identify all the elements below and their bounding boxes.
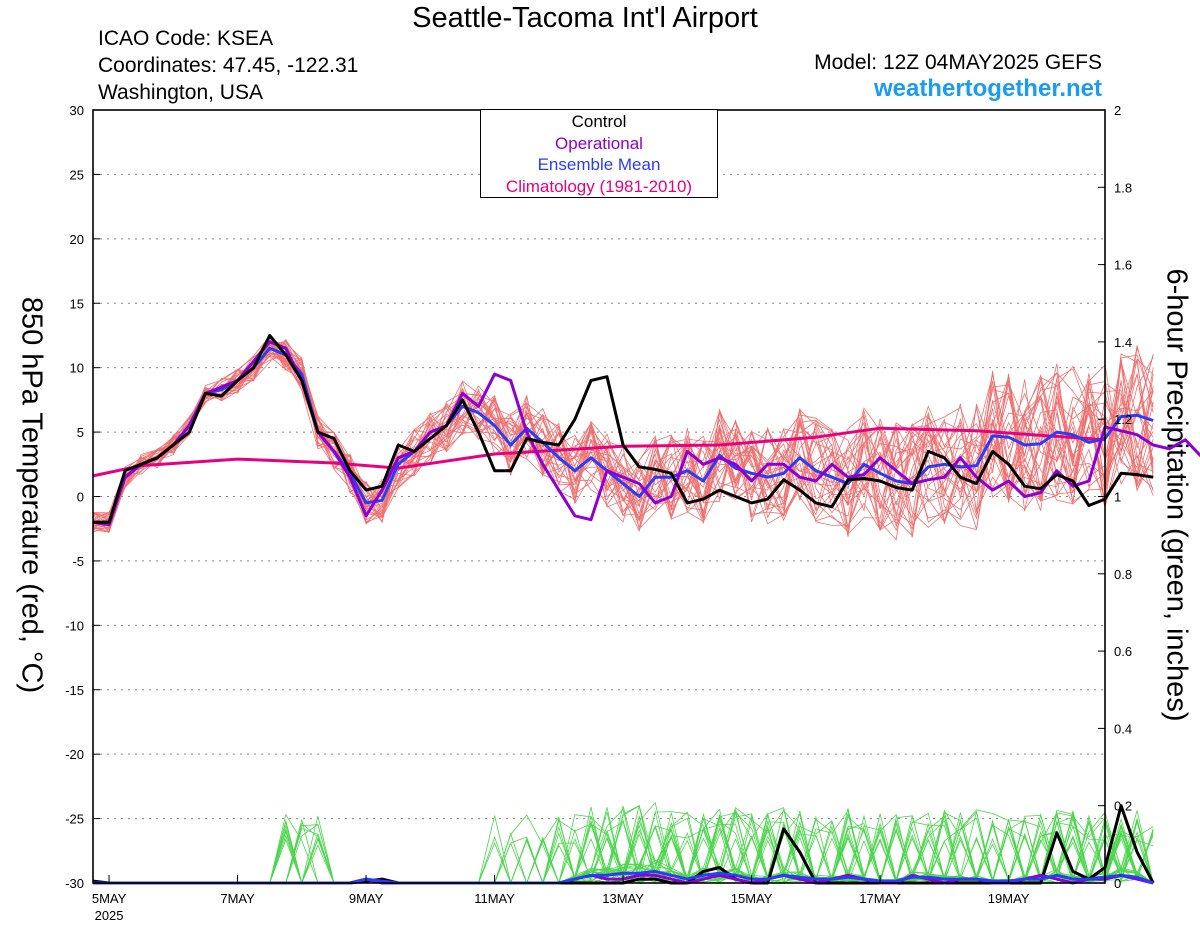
ensemble-members [92,333,1154,885]
chart-title: Seattle-Tacoma Int'l Airport [412,2,758,34]
x-tick-label: 15MAY [731,891,773,906]
y-tick-label-left: 15 [70,296,84,311]
member-precipitation-line [93,805,1154,884]
y-tick-label-right: 0.8 [1114,567,1132,582]
y-tick-label-left: 0 [77,490,84,505]
x-tick-label: 9MAY [349,891,384,906]
legend-operational: Operational [555,133,643,153]
brand-link[interactable]: weathertogether.net [873,75,1102,102]
y-tick-label-left: 20 [70,232,84,247]
y-tick-label-left: 30 [70,103,84,118]
y-tick-label-left: 5 [77,425,84,440]
y-tick-label-right: 0 [1114,876,1121,891]
y-tick-label-left: -30 [65,876,84,891]
x-tick-label: 17MAY [859,891,901,906]
member-temperature-line [92,355,1154,527]
icao-code: ICAO Code: KSEA [98,27,274,50]
x-tick-label: 19MAY [988,891,1030,906]
y-tick-label-left: -5 [72,554,84,569]
x-tick-label: 13MAY [602,891,644,906]
legend-ensemble-mean: Ensemble Mean [537,155,661,174]
ensemble-mean-temperature-line [93,346,1154,524]
member-temperature-line [92,350,1154,524]
legend-control: Control [571,112,627,131]
y-tick-label-left: -25 [65,812,84,827]
member-temperature-line [92,350,1154,538]
axes: 302520151050-5-10-15-20-25-3021.81.61.41… [65,103,1132,923]
model-run-label: Model: 12Z 04MAY2025 GEFS [814,51,1102,74]
member-temperature-line [92,345,1154,531]
y-tick-label-right: 1.8 [1114,180,1132,195]
y-tick-label-right: 2 [1114,103,1121,118]
y-tick-label-left: 10 [70,361,84,376]
y-tick-label-left: 25 [70,167,84,182]
y-tick-label-right: 1.2 [1114,412,1132,427]
y-tick-label-left: -20 [65,747,84,762]
control-temperature-line [93,334,1154,524]
x-tick-label: 7MAY [220,891,255,906]
y-tick-label-right: 1 [1114,490,1121,505]
legend-climatology: Climatology (1981-2010) [505,176,693,196]
x-tick-label: 5MAY [92,891,127,906]
y-tick-label-right: 0.4 [1114,721,1132,736]
region-label: Washington, USA [98,81,263,104]
coordinates: Coordinates: 47.45, -122.31 [98,54,359,77]
y-tick-label-left: -15 [65,683,84,698]
y-tick-label-right: 1.4 [1114,335,1132,350]
x-tick-label: 11MAY [474,891,515,906]
x-tick-sublabel: 2025 [95,908,124,923]
y-tick-label-right: 0.2 [1114,799,1132,814]
y-tick-label-right: 1.6 [1114,258,1132,273]
legend: Control Operational Ensemble Mean Climat… [480,109,718,198]
y-tick-label-left: -10 [65,618,84,633]
climatology-1981-2010-temperature-line [92,426,1106,478]
y-tick-label-right: 0.6 [1114,644,1132,659]
